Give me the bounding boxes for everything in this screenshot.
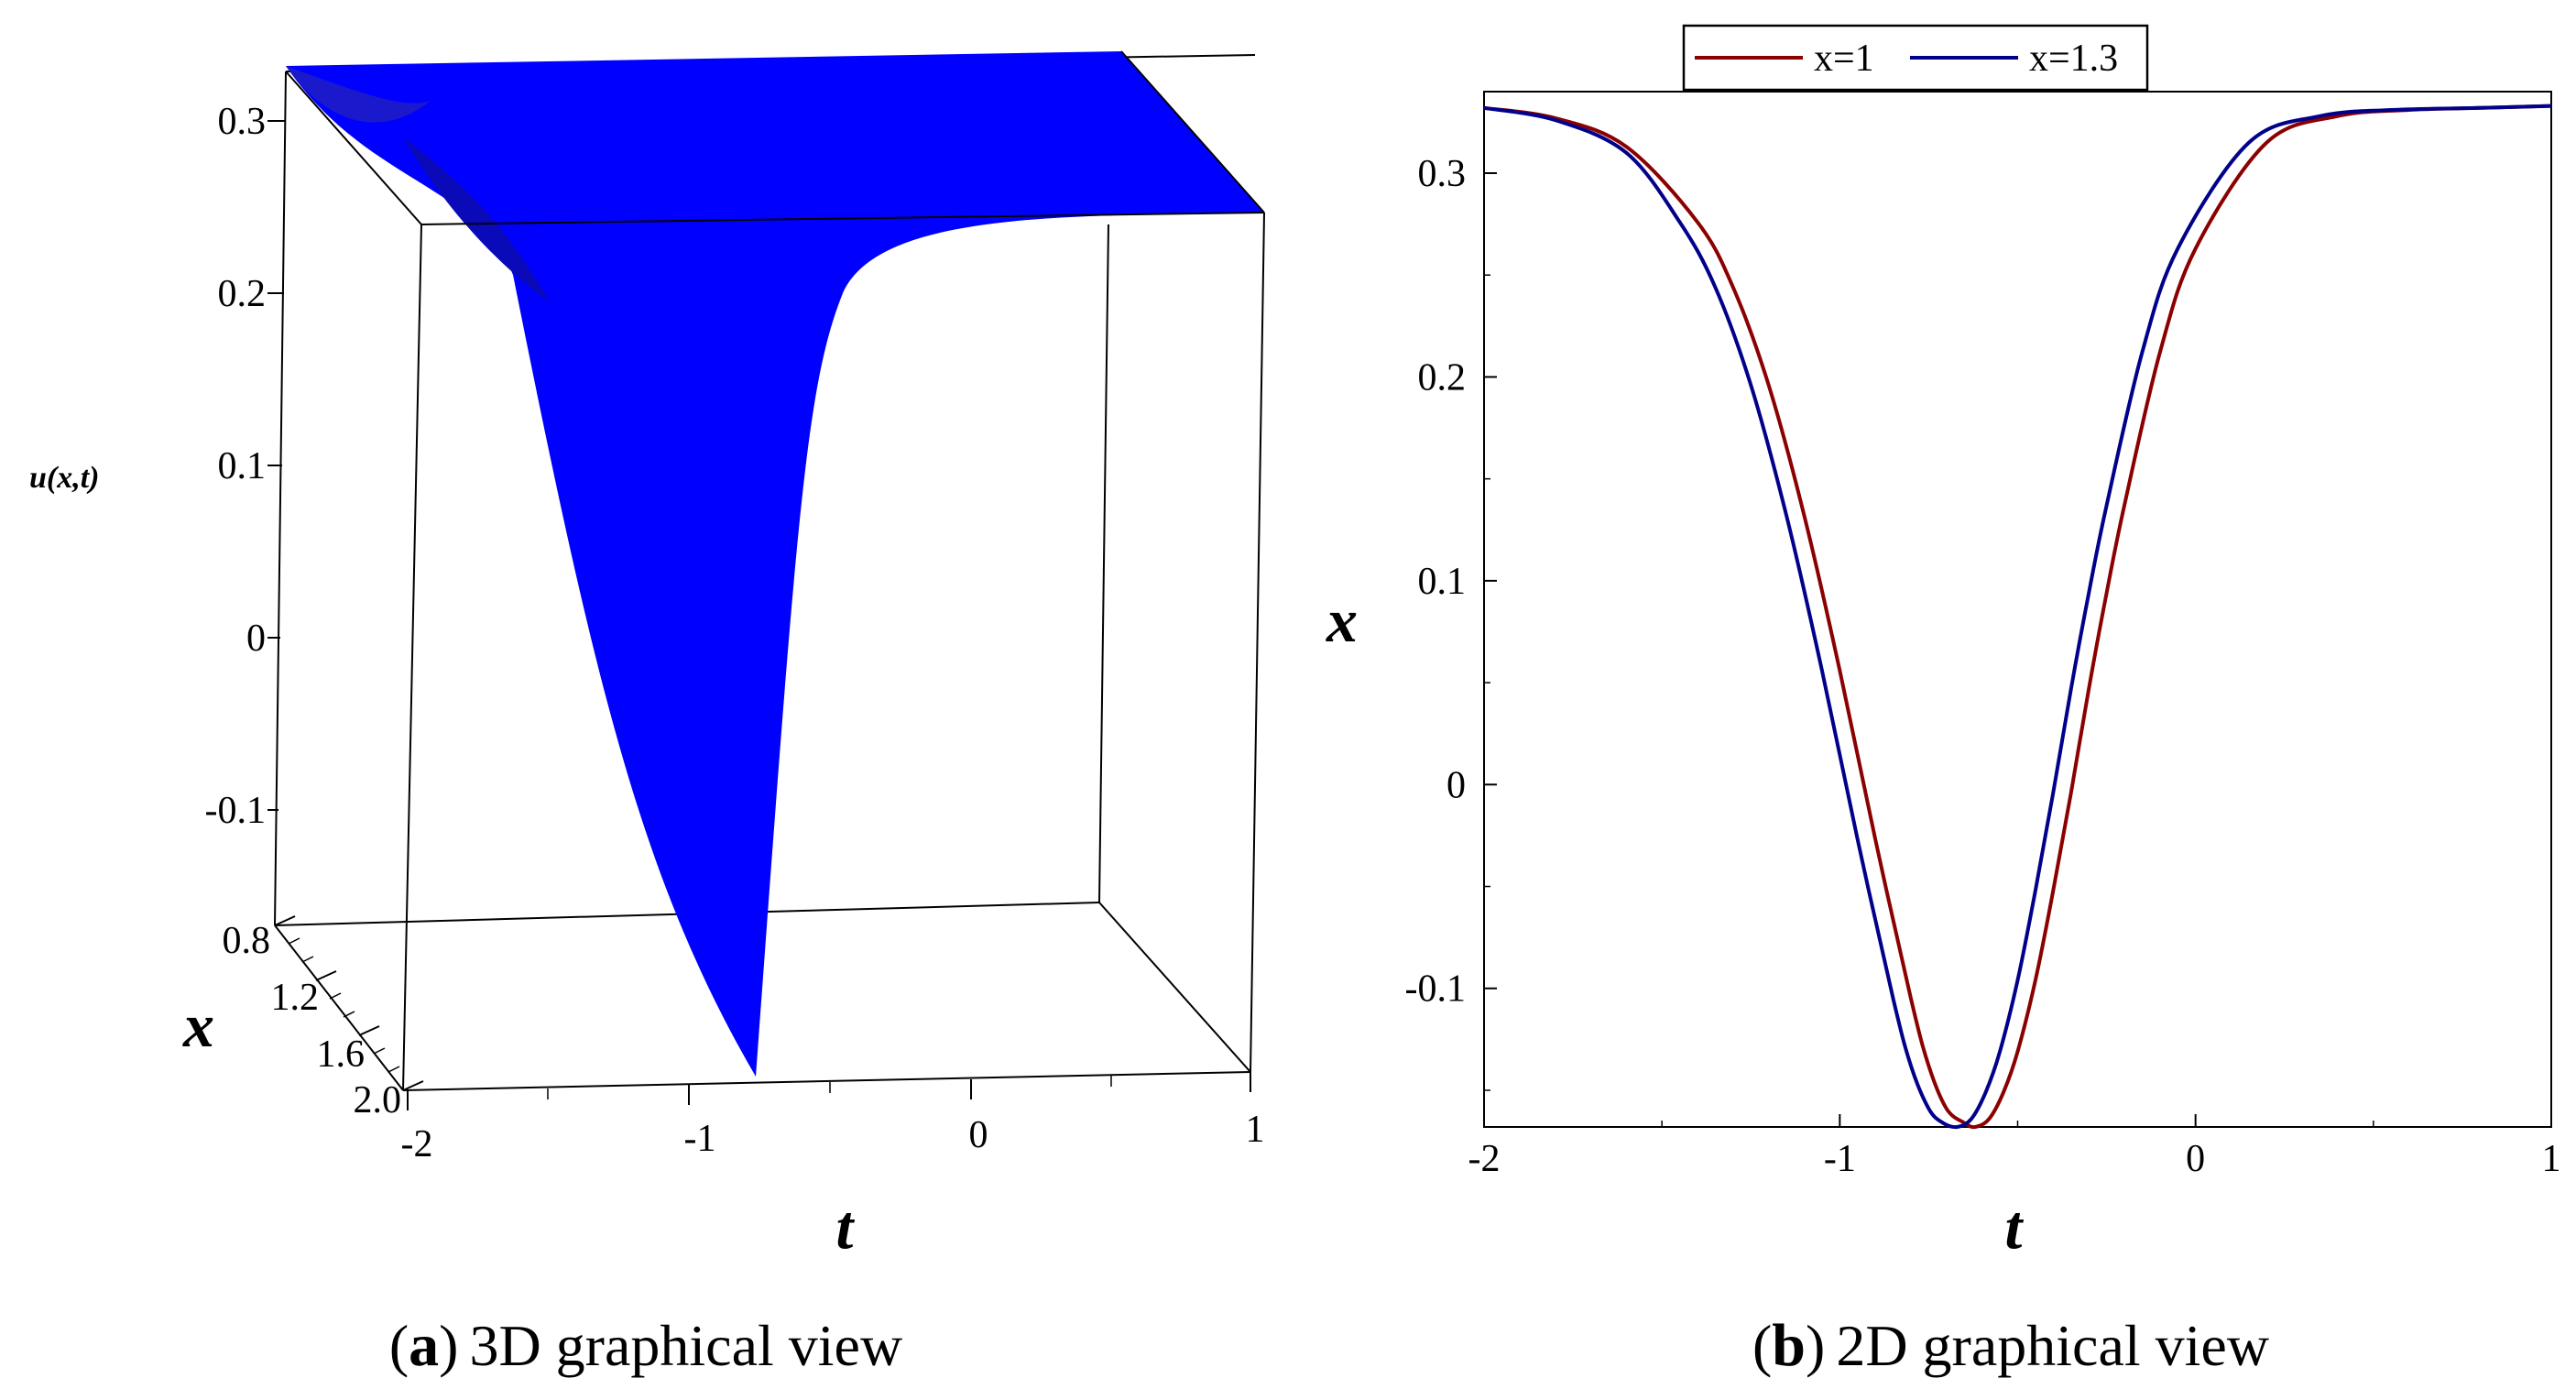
x-axis-label: x	[182, 990, 214, 1060]
z-tick-label: 0.1	[218, 445, 267, 487]
legend-label: x=1.3	[2029, 38, 2118, 80]
x-tick-label: 1.6	[317, 1034, 366, 1076]
x-axis-ticks: 0.8 1.2 1.6 2.0	[223, 915, 424, 1121]
panel-b-2d-plot: 0.3 0.2 0.1 0 -0.1 -2 -1 0 1 x t x=1 x=1.3 (b) 2…	[1326, 24, 2561, 1379]
y-tick-label: 0.3	[1418, 153, 1467, 195]
caption-a-letter: a	[409, 1312, 439, 1379]
t-tick-label: -2	[401, 1123, 433, 1165]
x-axis-label: t	[2005, 1192, 2025, 1262]
z-tick-label: -0.1	[205, 790, 267, 832]
t-axis-label: t	[836, 1192, 856, 1262]
x-tick-label: -2	[1468, 1138, 1501, 1180]
series-lines	[1483, 104, 2552, 1130]
surface-shade	[403, 137, 550, 302]
z-axis-ticks: 0.3 0.2 0.1 0 -0.1	[205, 101, 286, 832]
caption-a: (a) 3D graphical view	[389, 1312, 902, 1379]
surface-mesh	[286, 51, 1264, 1077]
y-tick-label: 0.2	[1418, 356, 1467, 399]
x-tick-label: 1.2	[271, 977, 320, 1019]
y-axis-ticks: 0.3 0.2 0.1 0 -0.1	[1405, 153, 1497, 1091]
x-tick-label: 2.0	[354, 1079, 402, 1121]
t-tick-label: 1	[1246, 1109, 1265, 1151]
series-line-1	[1483, 104, 2552, 1130]
t-tick-label: 0	[969, 1114, 988, 1156]
x-tick-label: 0.8	[223, 920, 271, 962]
series-line-0	[1483, 104, 2552, 1130]
caption-a-text: 3D graphical view	[469, 1313, 902, 1378]
legend: x=1 x=1.3	[1682, 24, 2149, 92]
z-tick-label: 0.3	[218, 101, 267, 143]
z-tick-label: 0.2	[218, 273, 267, 315]
x-tick-label: 0	[2186, 1138, 2205, 1180]
z-axis-label: u(x,t)	[29, 461, 100, 495]
y-tick-label: -0.1	[1405, 968, 1467, 1011]
x-tick-label: -1	[1824, 1138, 1856, 1180]
panel-a-3d-plot: 0.3 0.2 0.1 0 -0.1 u(x,t) 0.8 1.2 1.6 2.…	[29, 50, 1265, 1379]
y-axis-label: x	[1326, 585, 1358, 655]
caption-b-text: 2D graphical view	[1836, 1313, 2269, 1378]
y-tick-label: 0	[1446, 764, 1466, 806]
caption-b: (b) 2D graphical view	[1752, 1312, 2269, 1379]
caption-b-letter: b	[1772, 1312, 1806, 1379]
surface-shade	[286, 66, 431, 123]
t-tick-label: -1	[684, 1118, 716, 1160]
y-tick-label: 0.1	[1418, 561, 1467, 603]
legend-label: x=1	[1814, 38, 1874, 80]
x-tick-label: 1	[2542, 1138, 2561, 1180]
z-tick-label: 0	[246, 618, 266, 660]
t-axis-ticks: -2 -1 0 1	[401, 1072, 1265, 1165]
x-axis-ticks: -2 -1 0 1	[1468, 1114, 2561, 1180]
